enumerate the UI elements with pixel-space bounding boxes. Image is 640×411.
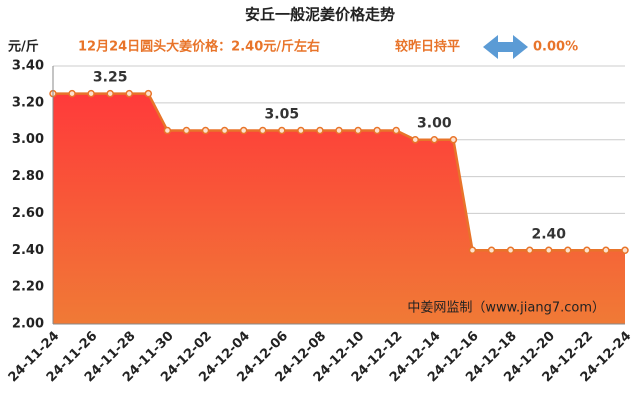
- marker: [583, 246, 591, 255]
- change-value: 0.00%: [533, 40, 578, 55]
- value-label: 3.05: [265, 107, 300, 123]
- marker: [449, 135, 458, 144]
- marker: [316, 126, 324, 135]
- plot-area: 2.00 2.20 2.40 2.60 2.80 3.00 3.20 3.40 3.25 3.05…: [6, 59, 635, 386]
- marker: [278, 126, 286, 135]
- marker: [239, 126, 248, 135]
- area: [53, 93, 625, 325]
- y-tick-label: 3.20: [12, 95, 44, 110]
- y-tick-label: 2.20: [12, 280, 44, 295]
- marker: [335, 126, 343, 135]
- marker: [354, 126, 362, 135]
- marker: [125, 89, 134, 98]
- marker: [297, 126, 305, 135]
- marker: [468, 246, 477, 255]
- value-label: 2.40: [531, 226, 566, 242]
- marker: [373, 126, 381, 135]
- value-label: 3.25: [93, 70, 128, 86]
- y-tick-label: 2.40: [12, 243, 44, 258]
- subtitle: 12月24日圆头大姜价格：2.40元/斤左右: [78, 39, 320, 55]
- marker: [144, 89, 153, 98]
- watermark: 中姜网监制（www.jiang7.com）: [407, 301, 605, 316]
- marker: [182, 126, 191, 135]
- y-axis-label: 元/斤: [8, 39, 39, 55]
- y-tick-label: 3.00: [12, 132, 44, 147]
- marker: [564, 246, 572, 255]
- marker: [525, 246, 534, 255]
- marker: [106, 89, 114, 98]
- y-tick-label: 2.60: [12, 206, 44, 221]
- y-tick-label: 2.80: [12, 169, 44, 184]
- flat-arrow-icon: [483, 35, 528, 59]
- marker: [487, 246, 496, 255]
- chart-title: 安丘一般泥姜价格走势: [245, 6, 395, 24]
- marker: [602, 246, 610, 255]
- marker: [544, 246, 553, 255]
- marker: [163, 126, 172, 135]
- value-label: 3.00: [417, 116, 452, 132]
- y-tick-label: 2.00: [12, 317, 44, 332]
- marker: [430, 135, 439, 144]
- marker: [201, 126, 210, 135]
- marker: [506, 246, 515, 255]
- marker: [87, 89, 95, 98]
- y-tick-label: 3.40: [12, 59, 44, 74]
- marker: [392, 126, 400, 135]
- marker: [258, 126, 267, 135]
- change-text: 较昨日持平: [395, 39, 460, 55]
- marker: [621, 246, 629, 255]
- marker: [411, 135, 420, 144]
- marker: [220, 126, 229, 135]
- marker: [68, 89, 76, 98]
